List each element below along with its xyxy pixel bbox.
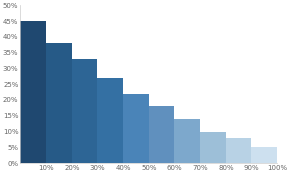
- Bar: [200, 132, 226, 163]
- Bar: [251, 147, 277, 163]
- Bar: [72, 59, 97, 163]
- Bar: [21, 21, 46, 163]
- Bar: [123, 94, 149, 163]
- Bar: [149, 106, 175, 163]
- Bar: [175, 119, 200, 163]
- Bar: [46, 43, 72, 163]
- Bar: [97, 78, 123, 163]
- Bar: [226, 138, 251, 163]
